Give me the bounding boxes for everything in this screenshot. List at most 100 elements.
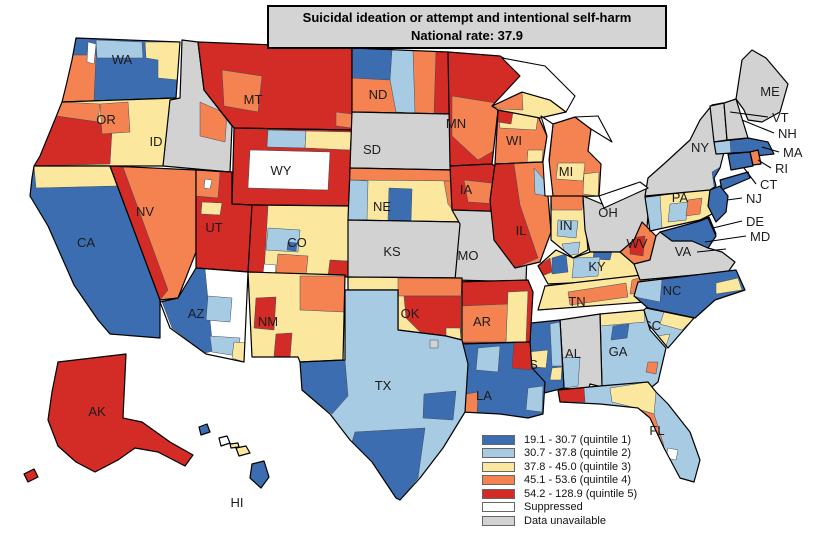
state-ga-region-2[interactable] [610, 323, 630, 341]
state-az-region-2[interactable] [205, 295, 233, 323]
callout-md-line [704, 235, 747, 243]
state-ok-region-1[interactable] [397, 277, 462, 297]
state-ms-region-1[interactable] [549, 321, 563, 367]
state-tx-region-2[interactable] [351, 427, 426, 500]
state-ar-region-2[interactable] [505, 290, 529, 343]
state-la-region-4[interactable] [525, 385, 544, 413]
state-tn-region-1[interactable] [567, 282, 629, 306]
state-tx-region-4[interactable] [429, 339, 439, 349]
state-wa-label: WA [112, 52, 133, 67]
state-pa-region-2[interactable] [667, 201, 689, 223]
state-pa-label: PA [672, 190, 689, 205]
state-ny-label: NY [691, 140, 709, 155]
state-nm-label: NM [258, 314, 278, 329]
state-al-region-1[interactable] [561, 356, 581, 389]
legend: 19.1 - 30.7 (quintile 1) 30.7 - 37.8 (qui… [482, 433, 637, 528]
state-pa-region-3[interactable] [685, 197, 703, 217]
state-ky-region-2[interactable] [551, 253, 569, 275]
state-ut-region-3[interactable] [203, 178, 213, 190]
state-ak-shape[interactable] [47, 353, 194, 473]
state-nd-region-1[interactable] [352, 48, 393, 81]
state-ky-label: KY [588, 259, 606, 274]
legend-label-q2: 30.7 - 37.8 (quintile 2) [524, 447, 632, 460]
state-in-region-2[interactable] [556, 219, 579, 239]
state-hi-shape[interactable] [249, 460, 270, 489]
state-nj [707, 185, 729, 223]
state-wa-region-2[interactable] [144, 41, 180, 81]
state-nd: ND [351, 47, 451, 115]
state-in-label: IN [560, 218, 573, 233]
callout-ri: RI [757, 159, 788, 176]
state-co: CO [247, 204, 351, 278]
state-la-region-2[interactable] [475, 345, 501, 373]
title-line2: National rate: 37.9 [411, 27, 523, 43]
state-ne-region-2[interactable] [348, 179, 369, 221]
state-wy-region-2[interactable] [304, 130, 352, 151]
state-ga-label: GA [609, 344, 628, 359]
state-mi: MI [548, 116, 602, 198]
state-ca-region-1[interactable] [33, 166, 118, 189]
state-ny-li-shape[interactable] [719, 171, 751, 191]
state-id-regions [199, 101, 228, 143]
state-ia-label: IA [460, 182, 473, 197]
callout-ma-line [761, 146, 780, 153]
state-mi-regions [555, 162, 600, 197]
state-nm-region-1[interactable] [299, 275, 345, 313]
state-nm-region-3[interactable] [273, 332, 293, 359]
state-la-regions [463, 342, 544, 417]
state-id-region-1[interactable] [199, 101, 228, 143]
state-la-label: LA [476, 388, 492, 403]
callout-vt-label: VT [772, 110, 789, 125]
state-wy-region-3[interactable] [247, 149, 331, 191]
state-mn-region-1[interactable] [451, 95, 503, 161]
state-ga-region-3[interactable] [645, 361, 659, 375]
state-la-border [459, 341, 546, 419]
state-la-region-1[interactable] [511, 342, 532, 371]
state-wa-region-4[interactable] [86, 41, 97, 65]
state-fl-region-2[interactable] [609, 382, 657, 415]
state-co-region-3[interactable] [286, 241, 298, 252]
legend-label-q3: 37.8 - 45.0 (quintile 3) [524, 460, 632, 473]
state-ne: NE [347, 167, 469, 223]
state-wa-region-1[interactable] [95, 39, 144, 59]
state-wy-region-1[interactable] [266, 129, 307, 149]
state-wi-region-3[interactable] [526, 149, 544, 163]
state-nm-region-2[interactable] [253, 296, 277, 331]
legend-swatch-suppressed [482, 502, 515, 513]
va-coast-tick [696, 248, 727, 253]
state-ms-region-3[interactable] [549, 366, 563, 381]
state-sd-shape[interactable] [349, 111, 454, 171]
state-mt-region-1[interactable] [221, 69, 263, 113]
state-mt-region-2[interactable] [335, 111, 352, 129]
state-or-region-3[interactable] [99, 101, 131, 135]
state-mi-region-1[interactable] [555, 162, 586, 182]
state-ut: UT [195, 169, 253, 273]
state-oh-label: OH [598, 205, 618, 220]
state-ut-regions [196, 170, 223, 216]
callout-de: DE [712, 214, 764, 229]
state-ne-region-3[interactable] [387, 187, 413, 222]
lake-superior [491, 57, 576, 113]
legend-item-q2: 30.7 - 37.8 (quintile 2) [482, 447, 637, 461]
state-nm-regions [253, 275, 345, 359]
state-ct-shape[interactable] [727, 151, 754, 171]
state-ny-li-border [719, 171, 751, 191]
state-in-region-1[interactable] [551, 196, 584, 211]
state-hi-oahu-border [218, 435, 231, 447]
state-mi-region-2[interactable] [582, 171, 600, 197]
legend-item-q3: 37.8 - 45.0 (quintile 3) [482, 460, 637, 474]
callout-de-label: DE [746, 214, 764, 229]
state-nc-region-2[interactable] [715, 277, 743, 295]
state-tx-region-3[interactable] [422, 390, 457, 421]
state-nc-regions [634, 277, 743, 303]
state-co-region-5[interactable] [327, 259, 349, 277]
state-ny-li [719, 171, 751, 191]
state-ma [713, 137, 775, 157]
state-az-region-4[interactable] [231, 341, 247, 362]
state-ut-region-2[interactable] [200, 201, 223, 216]
legend-item-q4: 45.1 - 53.6 (quintile 4) [482, 474, 637, 488]
state-ak-label: AK [88, 404, 106, 419]
state-ky-region-4[interactable] [571, 256, 601, 279]
state-ks-shape[interactable] [347, 219, 466, 279]
